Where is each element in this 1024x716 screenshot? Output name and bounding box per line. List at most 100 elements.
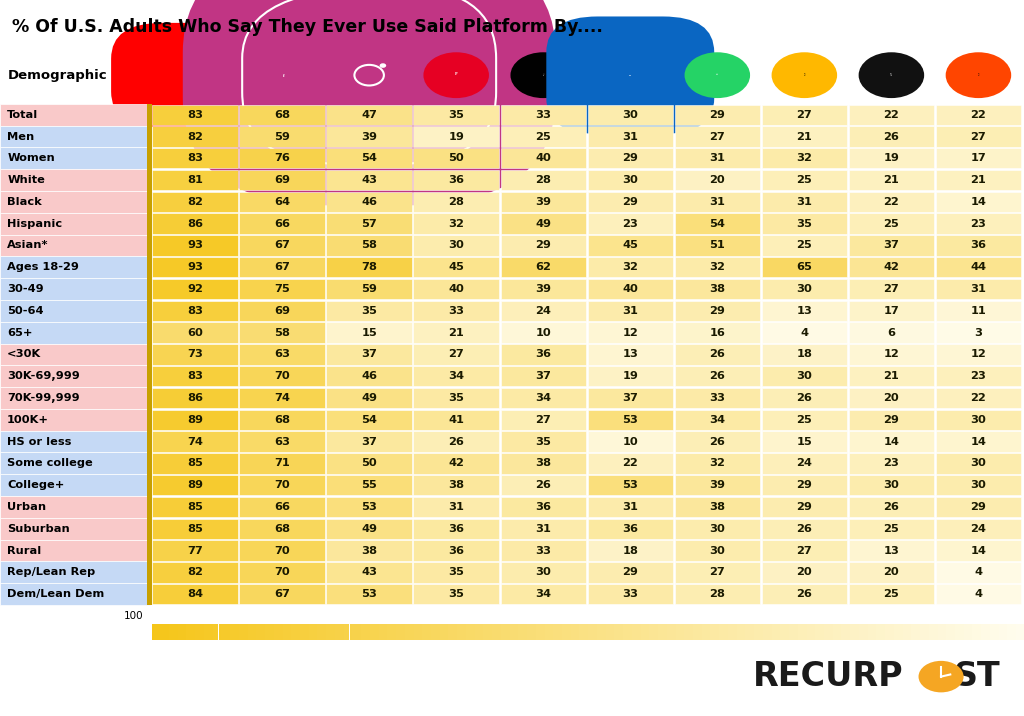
- Text: 35: 35: [449, 567, 464, 577]
- Bar: [766, 624, 769, 640]
- Bar: [780, 624, 783, 640]
- Bar: [483, 624, 486, 640]
- Bar: [836, 624, 839, 640]
- Bar: [961, 624, 964, 640]
- Bar: [373, 624, 376, 640]
- Text: 14: 14: [971, 546, 986, 556]
- Bar: [147, 321, 152, 344]
- Text: 82: 82: [187, 567, 203, 577]
- Text: 93: 93: [187, 262, 203, 272]
- Text: 32: 32: [449, 218, 464, 228]
- Bar: [306, 624, 309, 640]
- Bar: [696, 624, 698, 640]
- Text: 17: 17: [971, 153, 986, 163]
- Text: 31: 31: [710, 153, 725, 163]
- Bar: [936, 475, 1021, 495]
- Bar: [501, 322, 586, 343]
- Bar: [870, 624, 873, 640]
- Bar: [411, 624, 414, 640]
- Text: 12: 12: [971, 349, 986, 359]
- Text: 36: 36: [971, 241, 986, 251]
- Bar: [198, 624, 201, 640]
- Bar: [783, 624, 786, 640]
- Text: 40: 40: [449, 284, 464, 294]
- Bar: [588, 562, 673, 583]
- Text: 50: 50: [361, 458, 377, 468]
- Bar: [936, 344, 1021, 364]
- Bar: [936, 584, 1021, 604]
- Text: 49: 49: [361, 523, 377, 533]
- Bar: [327, 432, 412, 452]
- Bar: [311, 624, 314, 640]
- Bar: [849, 322, 934, 343]
- Bar: [309, 624, 311, 640]
- Bar: [240, 344, 325, 364]
- Bar: [240, 410, 325, 430]
- Bar: [414, 624, 417, 640]
- Text: 29: 29: [710, 306, 725, 316]
- Text: Urban: Urban: [7, 502, 46, 512]
- Bar: [346, 624, 349, 640]
- Bar: [327, 388, 412, 408]
- Text: 67: 67: [274, 262, 290, 272]
- Bar: [256, 624, 259, 640]
- Text: 21: 21: [797, 132, 812, 142]
- Text: 36: 36: [449, 175, 464, 185]
- Bar: [932, 624, 935, 640]
- Bar: [221, 624, 224, 640]
- Bar: [196, 624, 198, 640]
- Bar: [414, 257, 499, 277]
- Text: 43: 43: [361, 175, 377, 185]
- Bar: [588, 301, 673, 321]
- Bar: [147, 104, 152, 125]
- Text: 24: 24: [797, 458, 812, 468]
- Text: 53: 53: [361, 589, 377, 599]
- Bar: [210, 624, 213, 640]
- Bar: [253, 624, 256, 640]
- Bar: [849, 432, 934, 452]
- Bar: [393, 624, 396, 640]
- Bar: [936, 366, 1021, 387]
- Text: 27: 27: [971, 132, 986, 142]
- Bar: [894, 624, 897, 640]
- Bar: [327, 322, 412, 343]
- Bar: [341, 624, 344, 640]
- Bar: [849, 105, 934, 125]
- Bar: [626, 624, 629, 640]
- Text: 31: 31: [449, 502, 464, 512]
- Bar: [300, 624, 303, 640]
- Bar: [303, 624, 306, 640]
- Text: 23: 23: [971, 371, 986, 381]
- Text: 53: 53: [361, 502, 377, 512]
- Text: 32: 32: [710, 262, 725, 272]
- Bar: [757, 624, 760, 640]
- Bar: [762, 410, 847, 430]
- Bar: [507, 624, 510, 640]
- Bar: [652, 624, 655, 640]
- Bar: [762, 236, 847, 256]
- Bar: [153, 148, 238, 168]
- Bar: [147, 431, 152, 453]
- Text: 13: 13: [797, 306, 812, 316]
- Bar: [675, 453, 760, 473]
- Bar: [675, 301, 760, 321]
- Bar: [327, 105, 412, 125]
- Bar: [240, 279, 325, 299]
- Text: 30: 30: [971, 415, 986, 425]
- Bar: [147, 125, 152, 147]
- Text: Ages 18-29: Ages 18-29: [7, 262, 79, 272]
- Text: 82: 82: [187, 132, 203, 142]
- Bar: [675, 366, 760, 387]
- Bar: [370, 624, 373, 640]
- Bar: [762, 148, 847, 168]
- Bar: [588, 624, 591, 640]
- Bar: [964, 624, 967, 640]
- Text: 22: 22: [971, 393, 986, 403]
- Bar: [489, 624, 493, 640]
- Bar: [0, 169, 150, 191]
- Text: ST: ST: [953, 660, 1000, 693]
- Bar: [815, 624, 818, 640]
- Text: 36: 36: [536, 349, 551, 359]
- Text: 83: 83: [187, 110, 203, 120]
- Bar: [762, 301, 847, 321]
